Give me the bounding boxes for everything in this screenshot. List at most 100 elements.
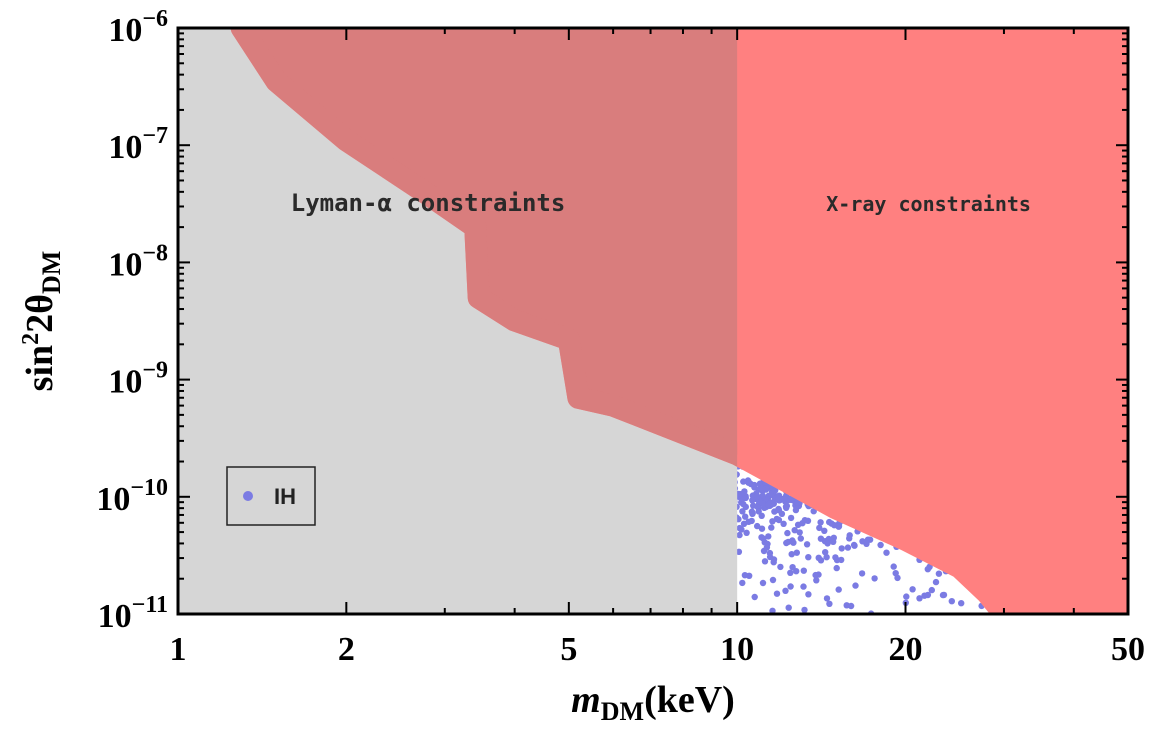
data-point xyxy=(743,529,750,536)
data-point xyxy=(778,510,786,517)
x-tick-label: 20 xyxy=(888,631,922,668)
region-label-x-ray: X-ray constraints xyxy=(826,192,1031,216)
data-point xyxy=(924,591,932,599)
data-point xyxy=(790,539,797,546)
x-tick-label: 50 xyxy=(1111,631,1145,668)
data-point xyxy=(749,510,756,517)
data-point xyxy=(761,558,769,565)
y-tick-label: 10−6 xyxy=(108,6,168,49)
data-point xyxy=(748,517,755,525)
data-point xyxy=(838,545,845,552)
data-point xyxy=(775,495,782,502)
data-point xyxy=(787,583,794,590)
data-point xyxy=(773,590,781,597)
data-point xyxy=(877,541,884,549)
data-point xyxy=(903,593,910,600)
data-point xyxy=(797,535,804,542)
data-point xyxy=(787,569,794,576)
data-point xyxy=(835,586,842,593)
legend-marker-ih xyxy=(243,491,253,501)
legend: IH xyxy=(226,466,316,526)
data-point xyxy=(823,595,831,602)
data-point xyxy=(800,567,807,574)
x-tick-label: 2 xyxy=(338,631,355,668)
data-point xyxy=(740,478,747,485)
data-point xyxy=(832,554,839,561)
data-point xyxy=(742,513,749,520)
data-point xyxy=(793,549,800,556)
data-point xyxy=(890,563,897,570)
data-point xyxy=(813,577,820,584)
data-point xyxy=(767,500,774,507)
data-point xyxy=(751,593,758,601)
data-point xyxy=(751,481,758,489)
data-point xyxy=(932,578,940,586)
data-point xyxy=(753,493,761,500)
legend-box xyxy=(226,466,316,526)
data-point xyxy=(780,520,787,527)
data-point xyxy=(735,548,743,555)
x-tick-label: 1 xyxy=(170,631,187,668)
data-point xyxy=(852,582,859,589)
data-point xyxy=(851,542,858,549)
data-point xyxy=(788,551,795,558)
data-point xyxy=(738,490,745,498)
data-point xyxy=(739,508,746,515)
data-point xyxy=(909,586,916,593)
data-point xyxy=(948,598,955,605)
data-point xyxy=(768,524,775,531)
y-tick-label: 10−10 xyxy=(96,475,168,518)
data-point xyxy=(758,525,766,532)
data-point xyxy=(805,554,812,561)
data-point xyxy=(847,602,855,610)
x-axis-title-base: m xyxy=(571,679,601,721)
x-tick-label: 5 xyxy=(560,631,577,668)
x-axis-title: mDM(keV) xyxy=(571,679,735,726)
data-point xyxy=(935,570,943,577)
x-axis-title-unit: (keV) xyxy=(644,679,735,721)
legend-label-ih: IH xyxy=(274,484,296,509)
data-point xyxy=(928,586,935,594)
data-point xyxy=(745,479,752,486)
data-point xyxy=(796,529,803,536)
data-point xyxy=(792,506,800,514)
data-point xyxy=(750,502,757,509)
data-point xyxy=(805,591,812,598)
data-point xyxy=(769,576,777,584)
y-tick-label: 10−9 xyxy=(108,358,168,401)
data-point xyxy=(800,583,807,590)
y-axis-title-sub: DM xyxy=(37,251,66,294)
data-point xyxy=(765,533,772,540)
data-point xyxy=(830,538,837,545)
x-tick-label: 10 xyxy=(720,631,754,668)
data-point xyxy=(736,524,743,532)
data-point xyxy=(822,549,829,556)
data-point xyxy=(780,496,788,503)
data-point xyxy=(916,595,923,602)
data-point xyxy=(757,485,764,492)
data-point xyxy=(766,549,774,557)
data-point xyxy=(826,600,833,607)
data-point xyxy=(791,527,798,534)
data-point xyxy=(817,519,824,526)
data-point xyxy=(759,579,767,587)
data-point xyxy=(783,502,791,510)
data-point xyxy=(958,600,965,607)
data-point xyxy=(894,574,901,582)
data-point xyxy=(821,527,828,534)
data-point xyxy=(758,512,765,519)
data-point xyxy=(823,554,830,561)
y-axis-title-sup: 2 xyxy=(18,333,44,345)
data-point xyxy=(803,541,811,548)
data-point xyxy=(858,570,866,577)
data-point xyxy=(846,535,853,542)
y-tick-label: 10−11 xyxy=(98,592,168,635)
data-point xyxy=(801,606,808,614)
data-point xyxy=(741,572,749,579)
data-point xyxy=(787,514,795,522)
data-point xyxy=(831,522,838,529)
y-tick-label: 10−8 xyxy=(108,240,168,283)
data-point xyxy=(769,607,776,614)
